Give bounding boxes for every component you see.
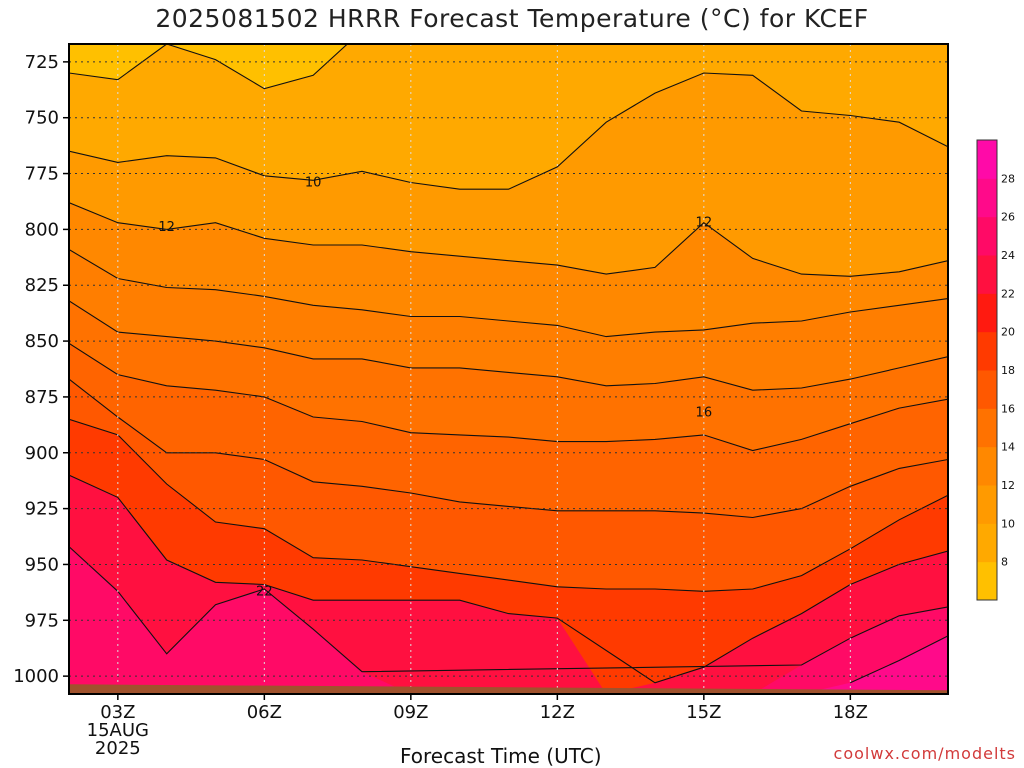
colorbar-segment xyxy=(977,255,997,294)
x-tick-label: 12Z xyxy=(540,702,575,723)
y-tick-label: 1000 xyxy=(13,666,59,687)
colorbar-segment xyxy=(977,331,997,371)
contour-label: 16 xyxy=(696,406,713,421)
colorbar-segment xyxy=(977,485,997,524)
contour-label: 22 xyxy=(256,584,273,599)
site-credit-link[interactable]: coolwx.com/modelts xyxy=(833,744,1016,763)
colorbar-label: 10 xyxy=(1001,517,1015,530)
ground-surface xyxy=(69,684,948,694)
y-tick-label: 925 xyxy=(25,499,59,520)
y-tick-label: 800 xyxy=(25,219,59,240)
plot-area: 10 12 12 16 22 xyxy=(69,44,948,694)
colorbar-label: 18 xyxy=(1001,364,1015,377)
x-axis-label: Forecast Time (UTC) xyxy=(400,744,602,768)
y-tick-label: 950 xyxy=(25,554,59,575)
isotherm-20 xyxy=(69,474,948,684)
colorbar-segment xyxy=(977,293,997,333)
colorbar-frame xyxy=(976,139,998,601)
colorbar-segment xyxy=(977,140,997,179)
contour-label: 12 xyxy=(696,216,713,231)
colorbar-label: 12 xyxy=(1001,479,1015,492)
isotherm-14 xyxy=(69,300,948,391)
plot-frame xyxy=(68,43,949,695)
colorbar-label: 16 xyxy=(1001,402,1015,415)
x-tick-label: 06Z xyxy=(247,702,282,723)
colorbar-label: 22 xyxy=(1001,287,1015,300)
y-tick-label: 975 xyxy=(25,610,59,631)
temp-band-22 xyxy=(69,546,948,694)
colorbar-label: 14 xyxy=(1001,441,1015,454)
isotherm-18 xyxy=(69,418,948,592)
x-tick-label: 15Z xyxy=(686,702,721,723)
temp-band-24 xyxy=(69,635,948,694)
colorbar-segment xyxy=(977,178,997,218)
isotherm-24 xyxy=(850,635,948,684)
isotherm-9 xyxy=(69,44,349,90)
x-tick-label: 03Z xyxy=(100,702,135,723)
colorbar-label: 20 xyxy=(1001,326,1015,339)
x-tick-label: 18Z xyxy=(833,702,868,723)
isotherm-10 xyxy=(69,72,948,190)
isotherm-22 xyxy=(69,546,948,673)
colorbar-segment xyxy=(977,523,997,563)
colorbar-segment xyxy=(977,446,997,486)
colorbar-segment xyxy=(977,561,997,601)
temp-band-9 xyxy=(69,44,948,89)
contour-label: 10 xyxy=(305,175,322,190)
isotherm-13 xyxy=(69,249,948,338)
y-tick-label: 875 xyxy=(25,387,59,408)
y-tick-label: 825 xyxy=(25,275,59,296)
y-tick-label: 775 xyxy=(25,164,59,185)
isotherm-12 xyxy=(69,202,948,277)
colorbar: 8 10 12 14 16 18 20 22 24 26 28 xyxy=(976,139,1015,601)
colorbar-segment xyxy=(977,216,997,256)
colorbar-label: 26 xyxy=(1001,211,1015,224)
x-date-label: 2025 xyxy=(95,738,141,759)
y-tick-label: 900 xyxy=(25,443,59,464)
x-date-label: 15AUG xyxy=(87,720,149,741)
colorbar-segment xyxy=(977,370,997,409)
colorbar-label: 24 xyxy=(1001,249,1015,262)
colorbar-label: 28 xyxy=(1001,172,1015,185)
colorbar-label: 8 xyxy=(1001,556,1008,569)
chart-title: 2025081502 HRRR Forecast Temperature (°C… xyxy=(155,4,869,33)
colorbar-segment xyxy=(977,408,997,448)
isotherm-15 xyxy=(69,342,948,452)
contour-label: 12 xyxy=(158,220,175,235)
y-tick-label: 850 xyxy=(25,331,59,352)
y-tick-label: 750 xyxy=(25,108,59,129)
y-tick-label: 725 xyxy=(25,52,59,73)
x-tick-label: 09Z xyxy=(393,702,428,723)
